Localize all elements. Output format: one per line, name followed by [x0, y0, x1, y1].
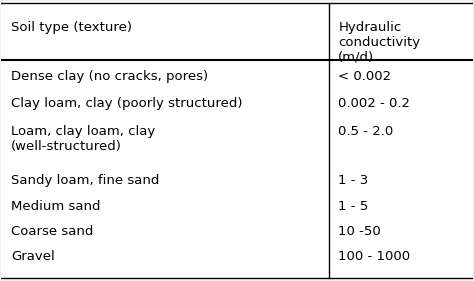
Text: 10 -50: 10 -50 [338, 225, 381, 238]
Text: 100 - 1000: 100 - 1000 [338, 250, 410, 263]
Text: 0.002 - 0.2: 0.002 - 0.2 [338, 98, 410, 110]
Text: 1 - 5: 1 - 5 [338, 200, 369, 213]
Text: Medium sand: Medium sand [11, 200, 100, 213]
Text: Loam, clay loam, clay
(well-structured): Loam, clay loam, clay (well-structured) [11, 125, 155, 153]
Text: Dense clay (no cracks, pores): Dense clay (no cracks, pores) [11, 70, 208, 83]
Text: 1 - 3: 1 - 3 [338, 174, 369, 187]
Text: Clay loam, clay (poorly structured): Clay loam, clay (poorly structured) [11, 98, 242, 110]
Text: Soil type (texture): Soil type (texture) [11, 21, 132, 34]
Text: Gravel: Gravel [11, 250, 55, 263]
Text: Coarse sand: Coarse sand [11, 225, 93, 238]
Text: Hydraulic
conductivity
(m/d): Hydraulic conductivity (m/d) [338, 21, 420, 64]
Text: Sandy loam, fine sand: Sandy loam, fine sand [11, 174, 159, 187]
Text: 0.5 - 2.0: 0.5 - 2.0 [338, 125, 393, 138]
Text: < 0.002: < 0.002 [338, 70, 392, 83]
